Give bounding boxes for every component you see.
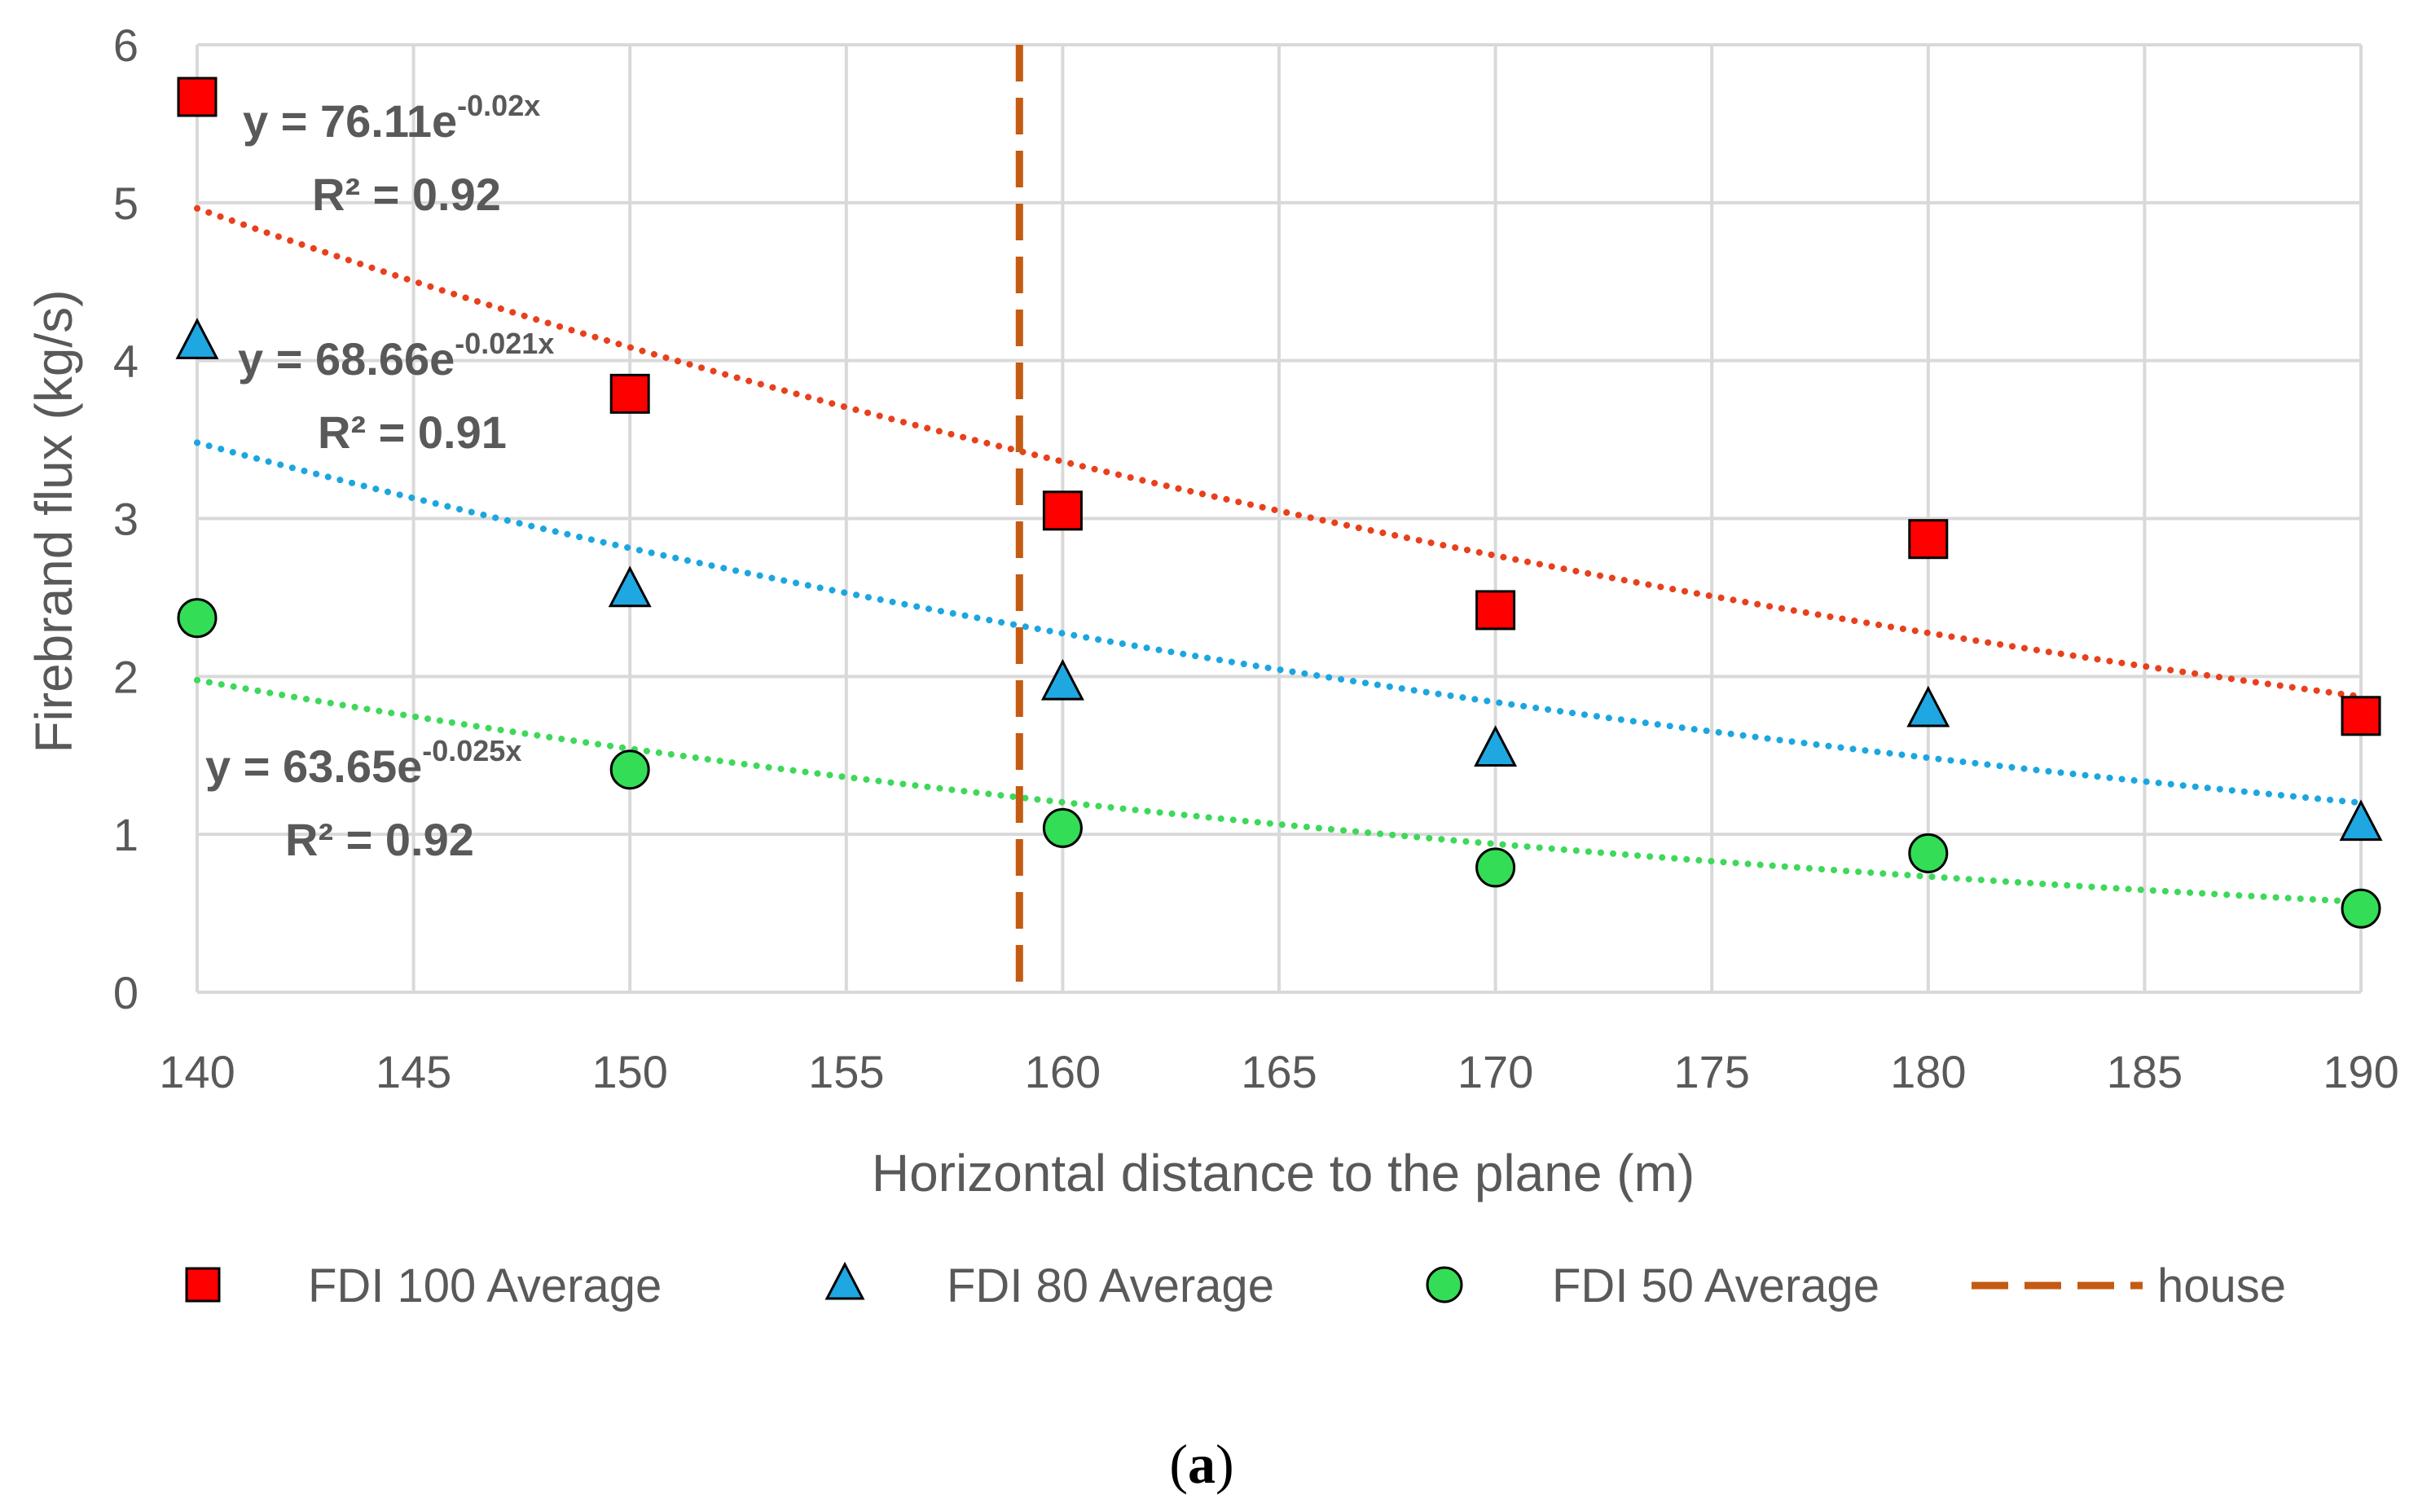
x-tick-label: 155 [808, 1046, 884, 1097]
x-tick-label: 170 [1457, 1046, 1533, 1097]
grid [196, 43, 2363, 994]
point-fdi-80-average [608, 565, 652, 608]
legend-triangle-marker [824, 1261, 865, 1300]
point-fdi-80-average [1474, 725, 1518, 767]
y-axis-title: Firebrand flux (kg/s) [24, 289, 83, 753]
point-fdi-50-average [1475, 847, 1516, 888]
point-fdi-100-average [609, 373, 650, 414]
equation-fdi50: y = 63.65e-0.025x R² = 0.92 [205, 734, 521, 865]
x-tick-label: 150 [591, 1046, 667, 1097]
point-fdi-50-average [2341, 888, 2381, 929]
point-fdi-100-average [1475, 590, 1516, 631]
legend-label-fdi50: FDI 50 Average [1552, 1259, 1879, 1312]
x-tick-label: 180 [1890, 1046, 1966, 1097]
equation-fdi80: y = 68.66e-0.021x R² = 0.91 [238, 327, 554, 458]
legend: FDI 100 Average FDI 80 Average FDI 50 Av… [185, 1259, 2286, 1312]
y-tick-label: 5 [113, 178, 138, 229]
legend-item-fdi100: FDI 100 Average [185, 1259, 662, 1312]
equation-fdi100-text: y = 76.11e [243, 95, 457, 147]
legend-item-fdi80: FDI 80 Average [824, 1259, 1274, 1312]
legend-square-marker [185, 1267, 221, 1303]
legend-item-house: house [1972, 1259, 2286, 1312]
equation-fdi50-r2: R² = 0.92 [285, 814, 474, 865]
x-tick-label: 160 [1025, 1046, 1101, 1097]
legend-circle-marker [1426, 1266, 1463, 1303]
equation-fdi80-exponent: -0.021x [455, 327, 554, 360]
x-tick-label: 190 [2323, 1046, 2398, 1097]
y-tick-label: 3 [113, 494, 138, 545]
point-fdi-80-average [1906, 685, 1950, 727]
legend-label-fdi100: FDI 100 Average [308, 1259, 662, 1312]
legend-item-fdi50: FDI 50 Average [1426, 1259, 1879, 1312]
y-tick-label: 6 [113, 20, 138, 71]
equation-fdi100: y = 76.11e-0.02x R² = 0.92 [243, 89, 540, 220]
point-fdi-100-average [2341, 696, 2381, 736]
equation-fdi50-text: y = 63.65e [205, 741, 422, 792]
svg-text:y = 63.65e-0.025x: y = 63.65e-0.025x [205, 734, 521, 792]
equation-fdi80-r2: R² = 0.91 [318, 407, 507, 458]
point-fdi-80-average [175, 318, 219, 359]
figure-caption: (a) [1169, 1433, 1233, 1495]
y-tick-label: 4 [113, 336, 138, 387]
y-tick-label: 0 [113, 967, 138, 1018]
point-fdi-80-average [1040, 658, 1084, 701]
trendlines [194, 204, 2364, 906]
y-tick-label: 2 [113, 651, 138, 702]
point-fdi-50-average [609, 749, 650, 790]
point-fdi-100-average [1042, 490, 1083, 531]
point-fdi-100-average [177, 77, 218, 117]
x-axis-title: Horizontal distance to the plane (m) [872, 1144, 1695, 1202]
trendline-fdi-100-average [194, 204, 2364, 701]
trendline-fdi-50-average [194, 676, 2364, 906]
legend-label-fdi80: FDI 80 Average [947, 1259, 1274, 1312]
svg-text:y = 76.11e-0.02x: y = 76.11e-0.02x [243, 89, 540, 147]
y-tick-label: 1 [113, 809, 138, 860]
y-tick-labels: 0 1 2 3 4 5 6 [113, 20, 138, 1018]
point-fdi-50-average [1042, 807, 1083, 848]
trendline-fdi-80-average [194, 439, 2364, 807]
x-tick-label: 185 [2107, 1046, 2183, 1097]
legend-label-house: house [2157, 1259, 2286, 1312]
x-tick-label: 140 [159, 1046, 235, 1097]
svg-text:y = 68.66e-0.021x: y = 68.66e-0.021x [238, 327, 554, 385]
point-fdi-50-average [1908, 833, 1949, 873]
point-fdi-80-average [2339, 799, 2383, 842]
point-fdi-100-average [1908, 519, 1949, 560]
point-fdi-50-average [177, 598, 218, 639]
data-points [175, 77, 2383, 929]
equation-fdi50-exponent: -0.025x [422, 734, 521, 767]
equation-fdi100-exponent: -0.02x [457, 89, 540, 122]
x-tick-labels: 140 145 150 155 160 165 170 175 180 185 190 [159, 1046, 2398, 1097]
x-tick-label: 165 [1241, 1046, 1317, 1097]
x-tick-label: 175 [1673, 1046, 1749, 1097]
equation-fdi80-text: y = 68.66e [238, 333, 455, 385]
equation-fdi100-r2: R² = 0.92 [312, 169, 501, 220]
x-tick-label: 145 [376, 1046, 451, 1097]
